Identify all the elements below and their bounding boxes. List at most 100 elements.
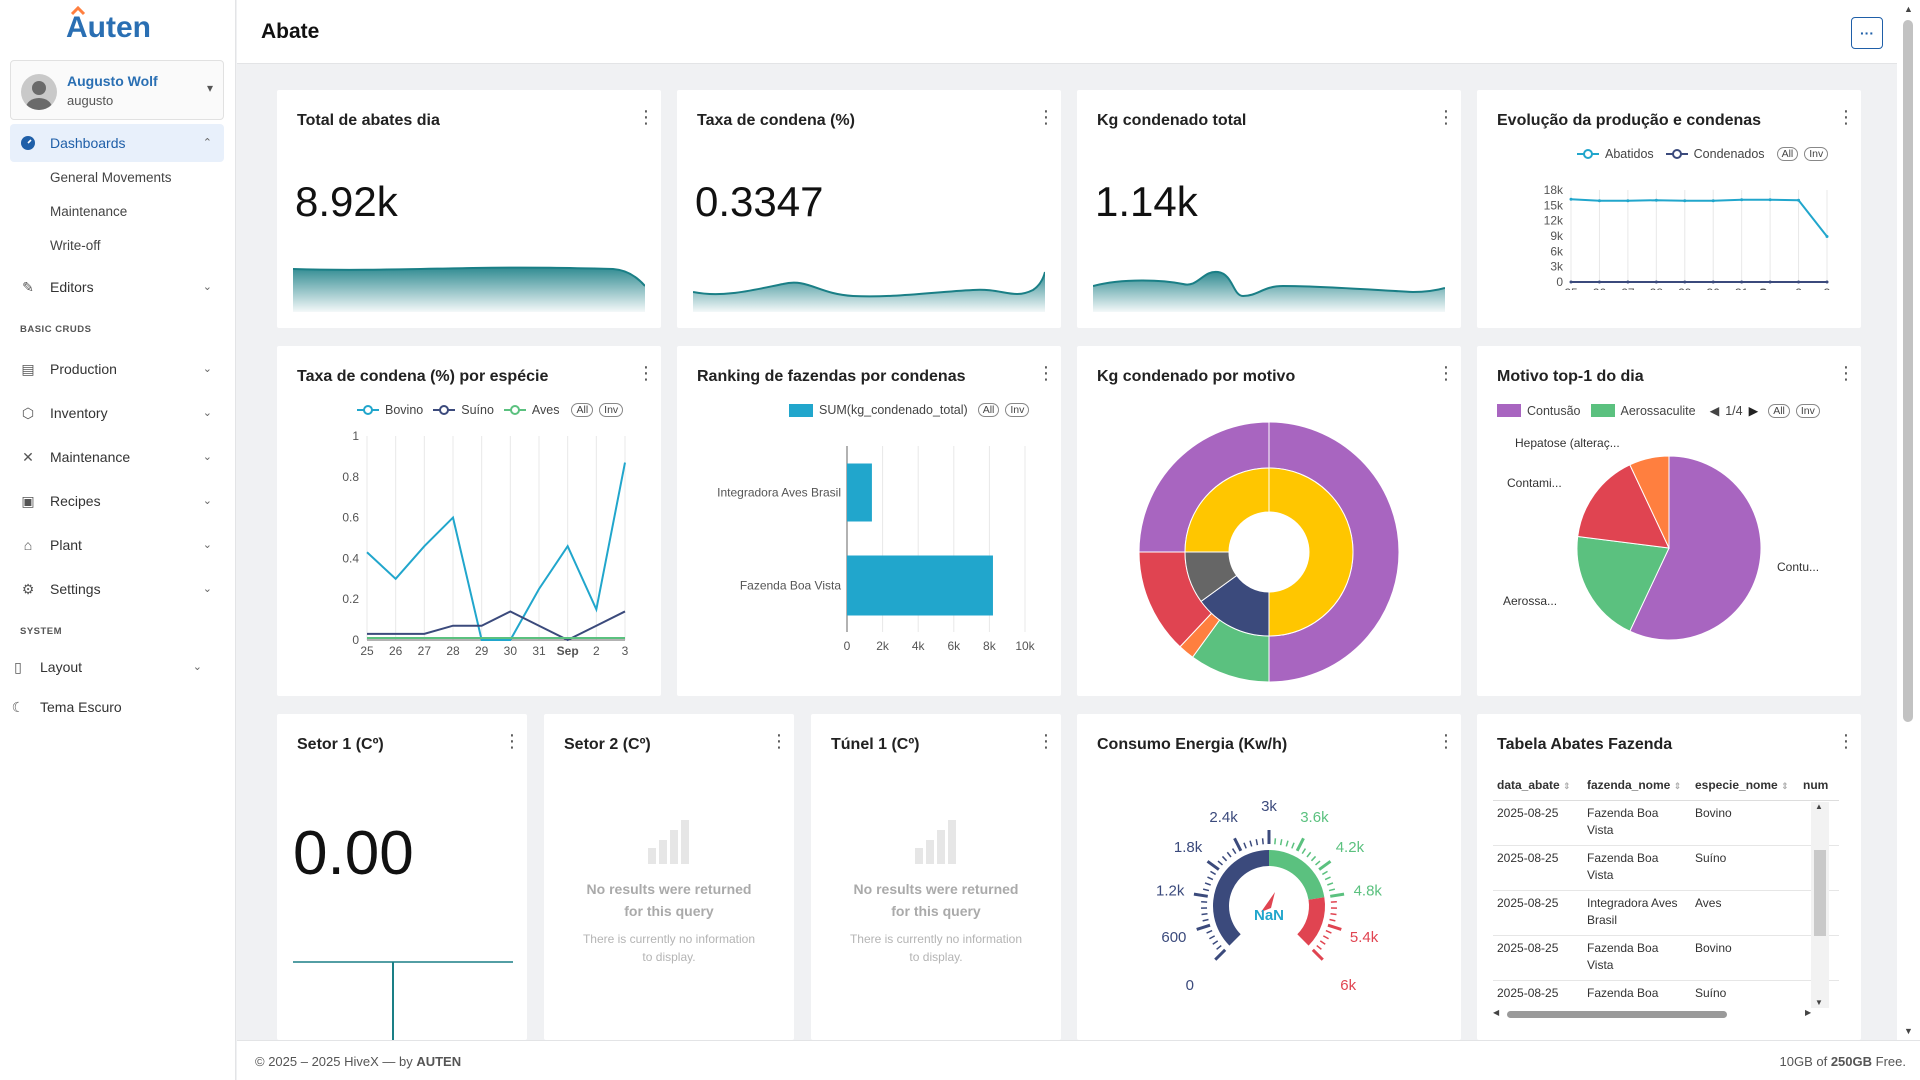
legend-all-button[interactable]: All: [571, 403, 594, 417]
legend-inv-button[interactable]: Inv: [1005, 403, 1030, 417]
scroll-down-icon[interactable]: ▼: [1815, 998, 1823, 1007]
sidebar-subitem-maintenance[interactable]: Maintenance: [50, 204, 128, 219]
x-tick-label: 0: [844, 639, 851, 653]
card-motivo: Kg condenado por motivo ⋮: [1077, 346, 1461, 696]
scroll-left-icon[interactable]: ◀: [1493, 1008, 1500, 1017]
gauge-tick: [1243, 842, 1247, 849]
sort-icon[interactable]: ⇕: [1563, 780, 1571, 791]
table-row[interactable]: 2025-08-25 Fazenda Boa Vista Bovino: [1493, 800, 1839, 846]
scroll-up-icon[interactable]: ▲: [1904, 4, 1913, 14]
scrollbar-thumb[interactable]: [1903, 20, 1913, 722]
sunburst-inner-slice: [1268, 467, 1354, 637]
scroll-up-icon[interactable]: ▲: [1815, 802, 1823, 811]
gauge-pointer: [1261, 892, 1275, 912]
page-scrollbar[interactable]: ▲ ▼: [1897, 0, 1920, 1040]
legend-all-button[interactable]: All: [1768, 403, 1790, 418]
sidebar-item-recipes[interactable]: ▣ Recipes ⌄: [10, 482, 224, 520]
legend-item[interactable]: Aves: [531, 403, 560, 417]
y-tick-label: 3k: [1550, 260, 1564, 274]
card-top1: Motivo top-1 do dia ⋮ Contusão Aerossacu…: [1477, 346, 1861, 696]
legend-item[interactable]: Aerossaculite: [1620, 403, 1696, 418]
next-page-icon[interactable]: ▶: [1748, 404, 1759, 418]
card-menu-icon[interactable]: ⋮: [770, 731, 788, 751]
sidebar-item-inventory[interactable]: ⬡ Inventory ⌄: [10, 394, 224, 432]
edit-icon: ✎: [22, 278, 34, 295]
legend-item[interactable]: Abatidos: [1605, 147, 1654, 161]
sparkline: [293, 266, 645, 312]
y-tick-label: 15k: [1544, 198, 1564, 212]
card-menu-icon[interactable]: ⋮: [1037, 363, 1055, 383]
scrollbar-thumb[interactable]: [1814, 850, 1826, 936]
legend-item[interactable]: Condenados: [1693, 147, 1765, 161]
sidebar-item-maintenance[interactable]: ✕ Maintenance ⌄: [10, 438, 224, 476]
card-menu-icon[interactable]: ⋮: [1437, 107, 1455, 127]
sidebar-item-editors[interactable]: ✎ Editors ⌄: [10, 268, 224, 306]
legend-item[interactable]: Contusão: [1527, 403, 1581, 418]
column-header[interactable]: num: [1799, 770, 1839, 801]
table-viewport[interactable]: data_abate ⇕ fazenda_nome ⇕ especie_nome…: [1493, 770, 1847, 1020]
sort-icon[interactable]: ⇕: [1673, 780, 1682, 791]
x-tick-label: Sep: [557, 644, 579, 658]
column-header[interactable]: data_abate ⇕: [1493, 770, 1583, 801]
column-header[interactable]: fazenda_nome ⇕: [1583, 770, 1691, 801]
sort-icon[interactable]: ⇕: [1781, 780, 1789, 791]
gauge-tick: [1255, 839, 1259, 846]
chart-legend: SUM(kg_condenado_total) All Inv: [789, 403, 1030, 417]
legend-item[interactable]: Bovino: [385, 403, 424, 417]
gauge-tick: [1202, 888, 1210, 892]
scroll-right-icon[interactable]: ▶: [1805, 1008, 1812, 1017]
sidebar-item-layout[interactable]: ▯ Layout ⌄: [0, 648, 214, 686]
sidebar-item-plant[interactable]: ⌂ Plant ⌄: [10, 526, 224, 564]
card-tabela: Tabela Abates Fazenda ⋮ data_abate ⇕ faz…: [1477, 714, 1861, 1040]
y-tick-label: 0.6: [342, 511, 359, 525]
sidebar-subitem-general-movements[interactable]: General Movements: [50, 170, 172, 185]
gauge-icon: [20, 135, 36, 151]
sidebar-subitem-write-off[interactable]: Write-off: [50, 238, 101, 253]
more-options-button[interactable]: ···: [1851, 17, 1883, 49]
page-title: Abate: [261, 20, 320, 43]
card-menu-icon[interactable]: ⋮: [1837, 731, 1855, 751]
data-point: [1626, 199, 1630, 203]
legend-all-button[interactable]: All: [1776, 147, 1799, 161]
table-vscroll[interactable]: ▲ ▼: [1811, 802, 1829, 1008]
card-menu-icon[interactable]: ⋮: [1437, 363, 1455, 383]
card-menu-icon[interactable]: ⋮: [637, 107, 655, 127]
card-menu-icon[interactable]: ⋮: [1437, 731, 1455, 751]
y-tick-label: 18k: [1544, 183, 1564, 197]
card-menu-icon[interactable]: ⋮: [637, 363, 655, 383]
table-row[interactable]: 2025-08-25 Integradora Aves Brasil Aves: [1493, 890, 1839, 936]
gauge-tick: [1301, 848, 1307, 855]
legend-item[interactable]: Suíno: [461, 403, 494, 417]
legend-inv-button[interactable]: Inv: [1804, 147, 1829, 161]
gauge-tick: [1214, 948, 1227, 961]
data-point: [1569, 280, 1573, 284]
chevron-down-icon: ⌄: [202, 281, 212, 293]
card-menu-icon[interactable]: ⋮: [1837, 107, 1855, 127]
sidebar-item-settings[interactable]: ⚙ Settings ⌄: [10, 570, 224, 608]
card-menu-icon[interactable]: ⋮: [1037, 731, 1055, 751]
card-menu-icon[interactable]: ⋮: [503, 731, 521, 751]
legend-marker-icon: [1665, 149, 1688, 159]
prev-page-icon[interactable]: ◀: [1709, 404, 1720, 418]
sidebar-item-dark-theme[interactable]: ☾ Tema Escuro: [0, 688, 214, 726]
legend-inv-button[interactable]: Inv: [599, 403, 624, 417]
gauge-tick: [1249, 840, 1253, 847]
table-row[interactable]: 2025-08-25 Fazenda Boa Vista Bovino: [1493, 935, 1839, 981]
sidebar-item-dashboards[interactable]: Dashboards ⌃: [10, 124, 224, 162]
legend-inv-button[interactable]: Inv: [1795, 403, 1820, 418]
scrollbar-thumb[interactable]: [1507, 1011, 1727, 1018]
legend-item[interactable]: SUM(kg_condenado_total): [819, 403, 968, 417]
user-card[interactable]: Augusto Wolf augusto ▾: [10, 60, 224, 120]
table-hscroll[interactable]: ◀ ▶: [1493, 1008, 1829, 1020]
caret-down-icon[interactable]: ▾: [206, 81, 213, 95]
sidebar-item-production[interactable]: ▤ Production ⌄: [10, 350, 224, 388]
sidebar-item-label: Layout: [40, 659, 83, 675]
table-row[interactable]: 2025-08-25 Fazenda Boa Vista Suíno: [1493, 845, 1839, 891]
scroll-down-icon[interactable]: ▼: [1904, 1026, 1913, 1036]
column-header[interactable]: especie_nome ⇕: [1691, 770, 1799, 801]
gauge-tick: [1311, 948, 1324, 961]
auten-logo: Auten: [66, 6, 151, 44]
card-menu-icon[interactable]: ⋮: [1037, 107, 1055, 127]
legend-all-button[interactable]: All: [977, 403, 1000, 417]
card-menu-icon[interactable]: ⋮: [1837, 363, 1855, 383]
